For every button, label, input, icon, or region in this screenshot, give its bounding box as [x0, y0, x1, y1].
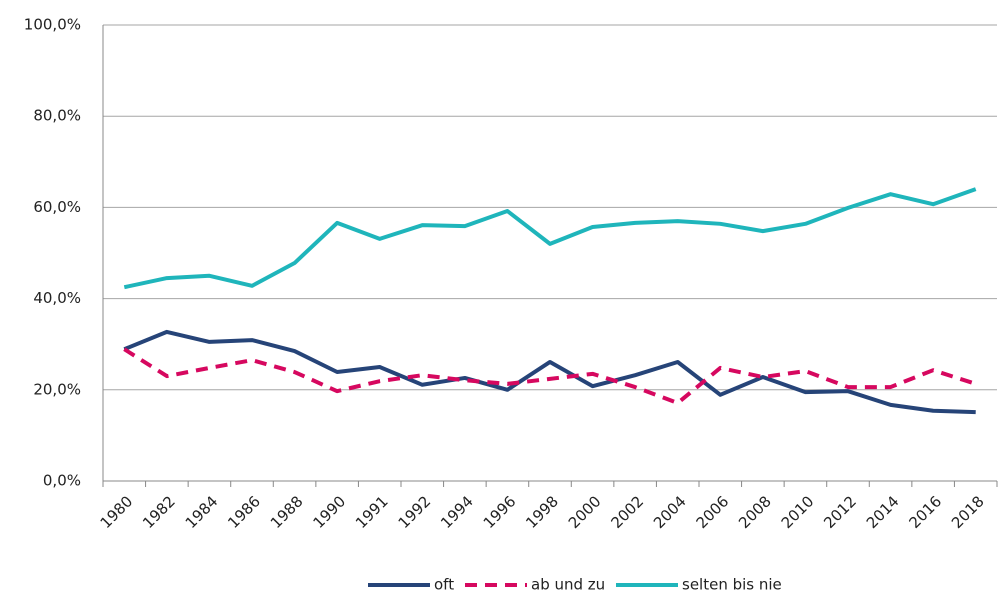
x-tick-label: 2012	[820, 492, 860, 532]
legend-label: selten bis nie	[682, 576, 782, 594]
x-tick-label: 2008	[735, 492, 775, 532]
x-tick-label: 2000	[565, 492, 605, 532]
x-tick-label: 2006	[693, 492, 733, 532]
x-tick-label: 2018	[948, 492, 988, 532]
y-tick-label: 20,0%	[33, 380, 81, 398]
x-tick-label: 1988	[267, 492, 307, 532]
y-tick-label: 0,0%	[43, 472, 81, 490]
y-tick-label: 40,0%	[33, 289, 81, 307]
x-tick-label: 1980	[97, 492, 137, 532]
x-tick-label: 1992	[395, 492, 435, 532]
x-tick-label: 2004	[650, 492, 690, 532]
line-series	[123, 187, 977, 290]
x-tick-label: 1984	[182, 492, 222, 532]
y-tick-label: 80,0%	[33, 107, 81, 125]
y-tick-label: 60,0%	[33, 198, 81, 216]
x-tick-label: 1996	[480, 492, 520, 532]
x-tick-label: 1990	[309, 492, 349, 532]
line-series	[123, 329, 976, 415]
x-tick-label: 2016	[905, 492, 945, 532]
line-series	[123, 347, 977, 406]
x-tick-label: 2002	[607, 492, 647, 532]
legend-label: oft	[434, 576, 454, 594]
x-tick-label: 1982	[139, 492, 179, 532]
x-tick-label: 2010	[778, 492, 818, 532]
x-tick-label: 1991	[352, 492, 392, 532]
x-tick-label: 1998	[522, 492, 562, 532]
x-tick-label: 1994	[437, 492, 477, 532]
x-tick-label: 1986	[224, 492, 264, 532]
y-tick-label: 100,0%	[24, 16, 81, 34]
legend-label: ab und zu	[531, 576, 605, 594]
x-tick-label: 2014	[863, 492, 903, 532]
